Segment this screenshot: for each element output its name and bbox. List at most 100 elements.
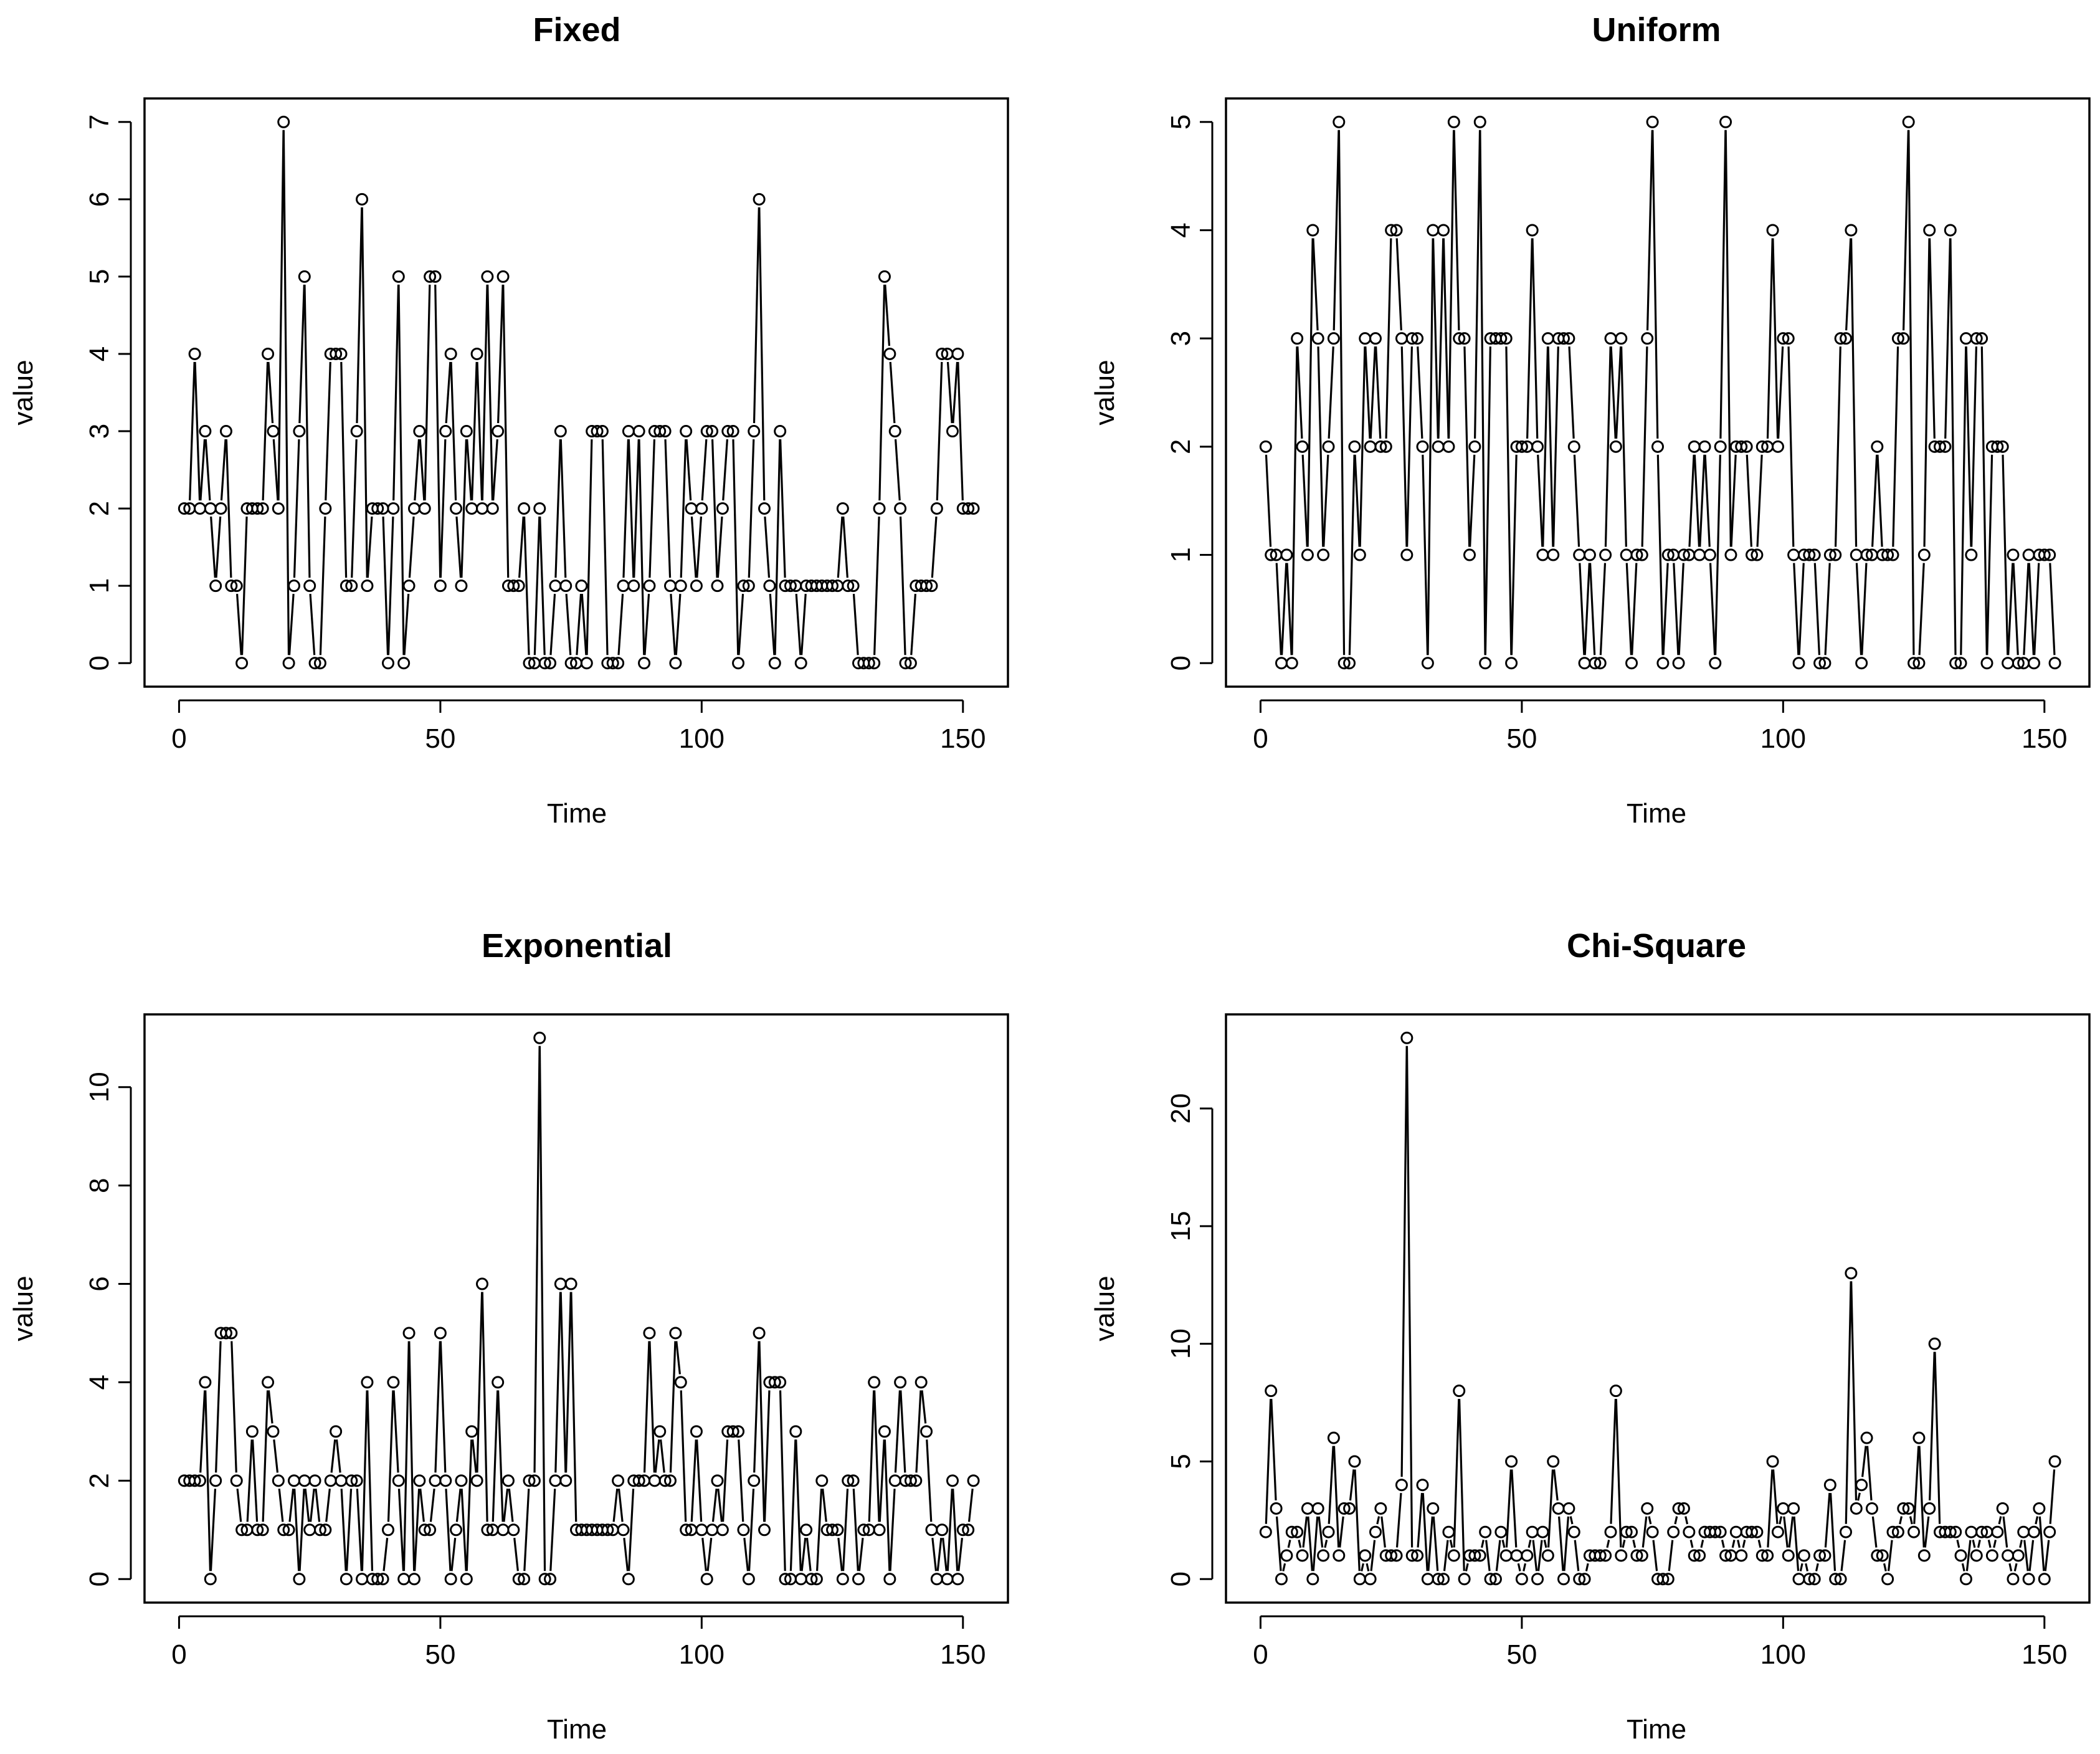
data-point bbox=[335, 347, 348, 360]
series-segment bbox=[2002, 454, 2009, 655]
data-point bbox=[674, 1376, 687, 1389]
series-segment bbox=[1970, 346, 1978, 547]
data-point bbox=[340, 1573, 353, 1586]
data-point bbox=[1818, 1549, 1832, 1562]
data-point bbox=[1641, 1502, 1654, 1515]
data-point bbox=[1541, 332, 1554, 345]
data-point bbox=[319, 1523, 332, 1537]
series-segment bbox=[1324, 1540, 1328, 1548]
data-point bbox=[606, 657, 619, 670]
data-point bbox=[1850, 1502, 1863, 1515]
data-point bbox=[262, 1376, 275, 1389]
series-segment bbox=[753, 207, 760, 424]
data-point bbox=[345, 1474, 358, 1487]
series-segment bbox=[675, 594, 682, 655]
data-point bbox=[883, 347, 896, 360]
data-point bbox=[1589, 657, 1602, 670]
data-point bbox=[700, 1573, 713, 1586]
y-axis-title-fixed: value bbox=[8, 360, 39, 425]
y-tick-label: 0 bbox=[84, 1571, 115, 1586]
data-point bbox=[481, 270, 494, 283]
series-segment bbox=[1400, 1046, 1408, 1477]
series-segment bbox=[1704, 454, 1711, 547]
series-segment bbox=[1615, 1399, 1622, 1548]
series-segment bbox=[1380, 1516, 1386, 1548]
series-segment bbox=[1757, 1540, 1762, 1548]
data-point bbox=[1908, 657, 1921, 670]
data-point bbox=[1787, 1502, 1800, 1515]
series-segment bbox=[1469, 454, 1476, 547]
data-point bbox=[455, 1474, 468, 1487]
data-point bbox=[1291, 1525, 1304, 1538]
series-segment bbox=[1376, 1516, 1380, 1525]
series-segment bbox=[1574, 1540, 1580, 1571]
series-segment bbox=[1517, 1563, 1521, 1571]
data-point bbox=[1886, 1525, 1899, 1538]
plot-box-fixed bbox=[143, 97, 1009, 688]
panel-title-fixed: Fixed bbox=[533, 11, 620, 49]
data-point bbox=[1327, 332, 1340, 345]
data-point bbox=[544, 1573, 557, 1586]
data-point bbox=[962, 1523, 975, 1537]
data-point bbox=[1761, 1549, 1774, 1562]
data-point bbox=[1902, 1502, 1915, 1515]
data-point bbox=[402, 579, 416, 593]
y-ticks-fixed: 0 1 2 3 4 5 6 7 bbox=[84, 115, 132, 670]
data-point bbox=[930, 1573, 943, 1586]
series-segment bbox=[497, 284, 504, 424]
series-segment bbox=[1569, 1516, 1574, 1525]
series-segment bbox=[240, 517, 248, 655]
data-point bbox=[768, 1376, 781, 1389]
data-point bbox=[1400, 1031, 1413, 1044]
series-segment bbox=[1772, 1469, 1779, 1524]
data-point bbox=[1604, 332, 1617, 345]
data-point bbox=[1405, 332, 1418, 345]
data-point bbox=[251, 502, 264, 515]
series-segment bbox=[801, 1538, 807, 1571]
series-segment bbox=[1641, 346, 1648, 547]
series-segment bbox=[455, 1489, 462, 1522]
data-point bbox=[460, 1573, 473, 1586]
data-point bbox=[1709, 657, 1722, 670]
y-tick-label: 6 bbox=[84, 192, 115, 207]
series-segment bbox=[2012, 563, 2019, 655]
series-segment bbox=[873, 517, 880, 655]
data-point bbox=[1803, 548, 1816, 561]
data-point bbox=[1369, 332, 1382, 345]
y-tick-label: 1 bbox=[84, 578, 115, 593]
data-point bbox=[345, 579, 358, 593]
data-point bbox=[1709, 1525, 1722, 1538]
y-tick-label: 4 bbox=[84, 1375, 115, 1389]
y-tick-label: 0 bbox=[84, 655, 115, 670]
data-point bbox=[737, 1523, 750, 1537]
data-point bbox=[842, 1474, 855, 1487]
series-segment bbox=[319, 517, 326, 655]
series-segment bbox=[1323, 454, 1329, 547]
data-point bbox=[1265, 548, 1278, 561]
series-segment bbox=[627, 439, 635, 578]
data-point bbox=[199, 425, 212, 438]
series-segment bbox=[1585, 1563, 1589, 1571]
data-point bbox=[330, 347, 343, 360]
series-segment bbox=[910, 594, 917, 655]
x-axis-title-fixed: Time bbox=[547, 798, 607, 829]
data-point bbox=[371, 502, 384, 515]
series-segment bbox=[2049, 1469, 2056, 1524]
series-segment bbox=[549, 594, 556, 655]
series-segment bbox=[581, 594, 587, 655]
data-point bbox=[1395, 1479, 1408, 1492]
series-segment bbox=[1328, 1446, 1334, 1524]
data-point bbox=[632, 425, 645, 438]
series-segment bbox=[2013, 1563, 2018, 1571]
series-segment bbox=[878, 284, 886, 501]
data-point bbox=[1348, 440, 1361, 453]
data-point bbox=[1609, 1385, 1622, 1398]
x-ticks-uniform: 0 50 100 150 bbox=[1253, 699, 2067, 754]
data-point bbox=[1311, 332, 1324, 345]
data-point bbox=[1698, 440, 1711, 453]
data-point bbox=[1865, 1502, 1878, 1515]
series-segment bbox=[502, 284, 510, 578]
data-point bbox=[925, 579, 938, 593]
series-segment bbox=[1678, 563, 1684, 655]
